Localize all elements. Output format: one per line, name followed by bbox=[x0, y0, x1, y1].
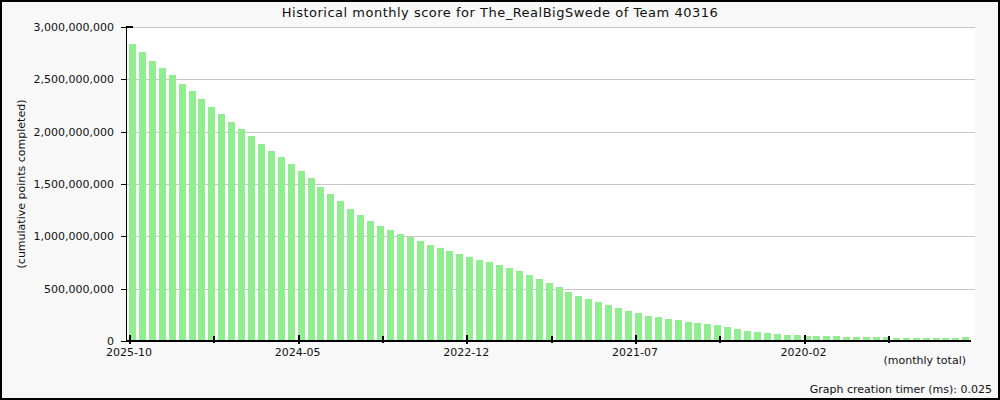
bar bbox=[437, 248, 444, 341]
x-tick-label: 2025-10 bbox=[89, 346, 169, 359]
bar bbox=[357, 215, 364, 341]
bar bbox=[585, 299, 592, 341]
gridline bbox=[127, 79, 975, 80]
bar bbox=[169, 75, 176, 341]
y-tick-label: 2,500,000,000 bbox=[0, 74, 114, 85]
bar bbox=[377, 226, 384, 341]
bar bbox=[446, 251, 453, 341]
bar bbox=[675, 320, 682, 341]
bar bbox=[189, 91, 196, 341]
bar bbox=[179, 84, 186, 341]
bar bbox=[724, 327, 731, 341]
x-tick-label: 2020-02 bbox=[764, 346, 844, 359]
x-tick-label: 2021-07 bbox=[595, 346, 675, 359]
y-axis-line bbox=[126, 26, 127, 341]
bar bbox=[317, 187, 324, 341]
y-tick bbox=[121, 184, 126, 185]
bar bbox=[615, 308, 622, 341]
y-tick bbox=[121, 289, 126, 290]
bar bbox=[456, 254, 463, 341]
gridline bbox=[127, 27, 975, 28]
y-tick-label: 3,000,000,000 bbox=[0, 22, 114, 33]
bar bbox=[506, 268, 513, 341]
bar bbox=[228, 122, 235, 341]
bar bbox=[546, 283, 553, 341]
monthly-total-note: (monthly total) bbox=[884, 354, 967, 367]
plot-area bbox=[127, 27, 975, 341]
y-tick bbox=[121, 341, 126, 342]
bar bbox=[139, 52, 146, 341]
y-axis-top-tick bbox=[127, 26, 133, 28]
bar bbox=[347, 209, 354, 341]
bar bbox=[308, 178, 315, 341]
bar bbox=[407, 237, 414, 341]
bar bbox=[704, 324, 711, 341]
y-tick-label: 1,000,000,000 bbox=[0, 231, 114, 242]
bar bbox=[486, 262, 493, 341]
y-tick bbox=[121, 79, 126, 80]
y-tick-label: 500,000,000 bbox=[0, 284, 114, 295]
bar bbox=[694, 323, 701, 341]
bar bbox=[625, 311, 632, 341]
bar bbox=[268, 151, 275, 341]
x-tick-label: 2022-12 bbox=[426, 346, 506, 359]
bar bbox=[129, 44, 136, 341]
bar bbox=[565, 292, 572, 341]
chart-title: Historical monthly score for The_RealBig… bbox=[2, 5, 998, 20]
bar bbox=[685, 322, 692, 341]
bar bbox=[198, 99, 205, 341]
bar bbox=[427, 245, 434, 342]
bar bbox=[327, 194, 334, 341]
bar bbox=[575, 296, 582, 341]
bar bbox=[159, 68, 166, 341]
y-tick bbox=[121, 132, 126, 133]
bar bbox=[337, 201, 344, 341]
bar bbox=[556, 287, 563, 341]
bar bbox=[595, 302, 602, 341]
bar bbox=[476, 260, 483, 341]
bar bbox=[258, 144, 265, 341]
bar bbox=[605, 305, 612, 341]
bar bbox=[526, 275, 533, 341]
x-axis-line bbox=[126, 340, 971, 342]
bar bbox=[288, 164, 295, 341]
bar bbox=[466, 257, 473, 341]
graph-creation-timer: Graph creation timer (ms): 0.025 bbox=[810, 383, 992, 396]
bar bbox=[536, 279, 543, 341]
bar bbox=[149, 61, 156, 342]
bar bbox=[238, 129, 245, 341]
bar bbox=[387, 230, 394, 341]
bar bbox=[496, 265, 503, 341]
bar bbox=[655, 317, 662, 341]
bar bbox=[278, 157, 285, 341]
x-tick-label: 2024-05 bbox=[258, 346, 338, 359]
bar bbox=[645, 316, 652, 341]
y-tick-label: 2,000,000,000 bbox=[0, 127, 114, 138]
bar bbox=[417, 241, 424, 341]
bar bbox=[208, 107, 215, 341]
bar bbox=[397, 234, 404, 341]
bar bbox=[218, 114, 225, 341]
bar bbox=[367, 221, 374, 341]
bar bbox=[516, 271, 523, 341]
bar bbox=[665, 319, 672, 341]
gridline bbox=[127, 132, 975, 133]
bar bbox=[298, 171, 305, 341]
bar bbox=[248, 136, 255, 341]
y-tick bbox=[121, 27, 126, 28]
y-tick bbox=[121, 236, 126, 237]
chart-figure: Historical monthly score for The_RealBig… bbox=[0, 0, 1000, 400]
y-tick-label: 1,500,000,000 bbox=[0, 179, 114, 190]
